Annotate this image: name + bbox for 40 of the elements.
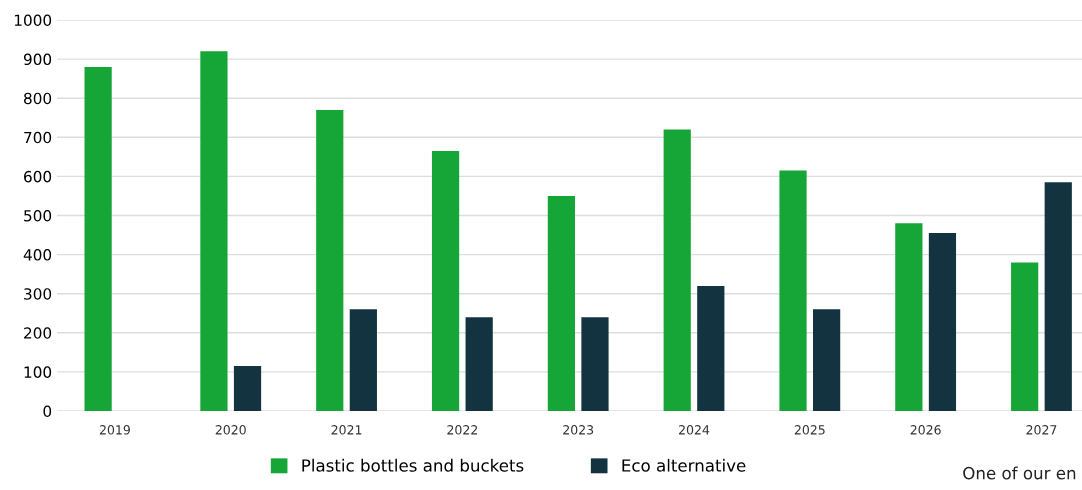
bar: [1044, 182, 1072, 411]
bar: [316, 109, 344, 411]
bar: [697, 285, 725, 411]
x-tick-label: 2019: [99, 425, 130, 435]
x-tick-label: 2021: [331, 425, 362, 435]
bar: [200, 51, 228, 411]
bar: [233, 366, 262, 411]
bar: [349, 309, 377, 411]
text: One of our en: [963, 466, 1076, 480]
bar: [547, 195, 575, 411]
y-tick-label: 800: [24, 92, 52, 105]
y-tick-label: 0: [43, 405, 52, 418]
y-tick-label: 200: [24, 327, 52, 339]
y-tick-label: 500: [24, 209, 52, 222]
legend-label: Plastic bottles and buckets: [302, 458, 524, 472]
bar: [813, 309, 841, 411]
x-tick-label: 2025: [794, 425, 825, 435]
bar: [465, 317, 493, 411]
y-tick-label: 1000: [14, 14, 52, 27]
y-tick-label: 600: [24, 170, 52, 183]
bar: [581, 317, 609, 411]
bar: [431, 150, 460, 411]
y-tick-label: 100: [24, 366, 52, 378]
bar: [663, 129, 691, 411]
x-tick-label: 2023: [563, 425, 594, 435]
bar: [928, 233, 957, 411]
x-tick-label: 2022: [447, 425, 478, 435]
bar: [895, 223, 923, 411]
x-tick-label: 2026: [910, 425, 941, 435]
legend-label: Eco alternative: [622, 458, 746, 472]
bar: [84, 66, 112, 411]
x-tick-label: 2020: [215, 425, 246, 435]
bar: [1011, 262, 1039, 411]
x-tick-label: 2027: [1026, 425, 1057, 435]
y-tick-label: 400: [23, 249, 52, 261]
y-tick-label: 300: [24, 288, 52, 300]
bar: [779, 170, 807, 411]
y-tick-label: 900: [23, 53, 52, 66]
y-tick-label: 700: [24, 131, 52, 144]
x-tick-label: 2024: [679, 425, 710, 435]
